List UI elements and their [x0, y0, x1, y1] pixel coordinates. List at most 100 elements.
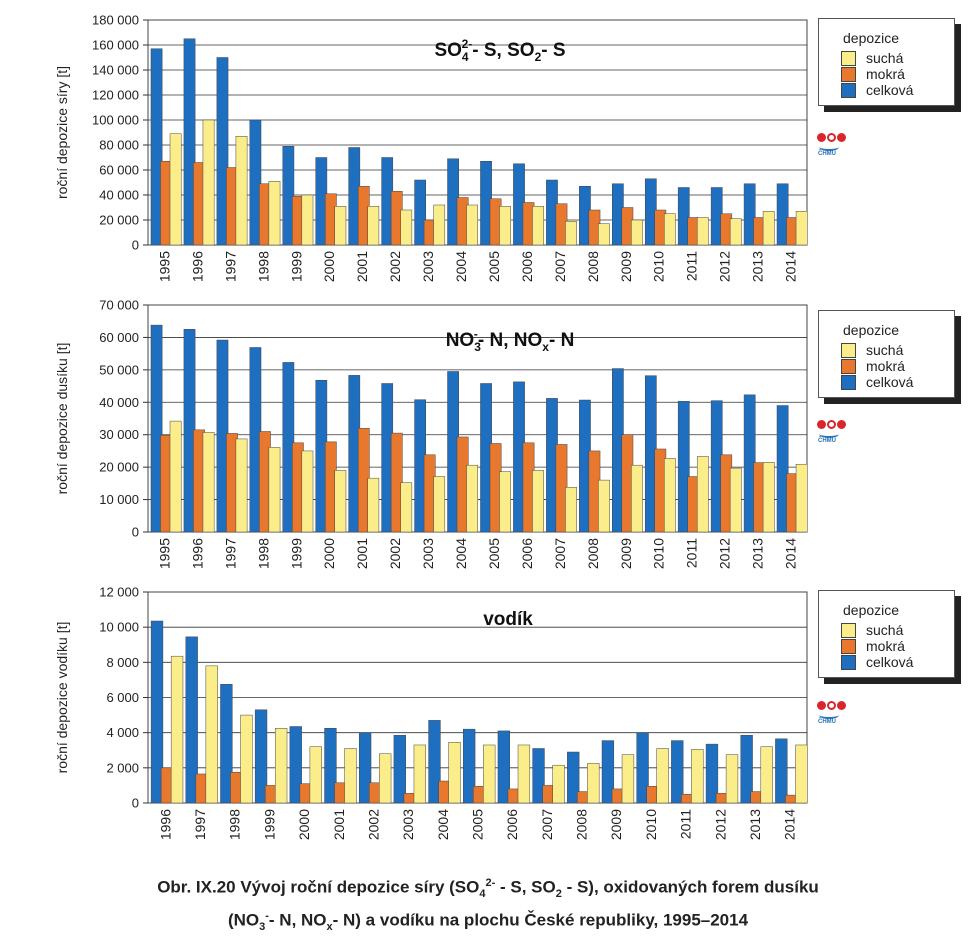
bar-celkova: [497, 730, 511, 804]
legend-item-celkova: celková: [841, 82, 913, 98]
x-tick-label: 1998: [227, 809, 243, 840]
chart-panel-nitrogen: 0 10 000 20 000 30 000 40 000 50 000 60 000 70 …: [0, 290, 976, 580]
bar-sucha: [621, 754, 635, 804]
bar-sucha: [235, 438, 248, 533]
bar-sucha: [169, 420, 182, 533]
y-tick-label: 40 000: [99, 395, 139, 410]
legend-sulfur: depozice suchá mokrá celková: [818, 18, 955, 106]
bar-sucha: [301, 450, 314, 533]
bar-sucha: [762, 462, 775, 533]
bar-sucha: [729, 467, 742, 533]
y-tick-label: 4 000: [106, 725, 139, 740]
bar-sucha: [344, 748, 357, 804]
x-tick-label: 2006: [504, 809, 520, 840]
chart-title: NO3-- N, NOx- N: [446, 327, 575, 354]
bar-celkova: [636, 732, 649, 804]
bar-sucha: [762, 211, 775, 246]
bar-sucha: [205, 665, 218, 804]
x-tick-label: 2012: [717, 251, 733, 282]
bar-sucha: [795, 211, 808, 246]
y-tick-label: 20 000: [99, 213, 139, 228]
legend-swatch-celkova: [841, 82, 856, 98]
legend-title: depozice: [843, 322, 900, 338]
bar-sucha: [565, 221, 577, 246]
legend-hydrogen: depozice suchá mokrá celková: [818, 590, 955, 678]
bar-celkova: [601, 740, 615, 804]
logo-text: ČHMÚ: [818, 719, 836, 725]
bar-sucha: [691, 749, 704, 804]
legend-item-mokra: mokrá: [841, 66, 905, 82]
x-tick-label: 2010: [651, 538, 667, 569]
bar-celkova: [185, 636, 198, 804]
bar-celkova: [220, 684, 233, 804]
bar-celkova: [567, 751, 580, 804]
legend-item-mokra: mokrá: [841, 638, 905, 654]
x-tick-label: 1997: [222, 251, 238, 282]
bar-sucha: [565, 486, 577, 533]
bar-sucha: [499, 206, 511, 246]
legend-label-sucha: suchá: [866, 622, 904, 638]
legend-swatch-mokra: [841, 358, 856, 374]
y-tick-label: 10 000: [99, 492, 139, 507]
y-tick-label: 60 000: [99, 163, 139, 178]
x-tick-label: 2002: [387, 251, 403, 282]
bar-sucha: [334, 470, 347, 533]
bar-sucha: [367, 206, 380, 246]
legend-swatch-sucha: [841, 342, 856, 358]
bar-celkova: [249, 119, 262, 246]
bar-sucha: [448, 742, 461, 804]
y-tick-label: 8 000: [106, 655, 139, 670]
bar-sucha: [760, 746, 773, 804]
bar-sucha: [466, 204, 479, 246]
x-tick-label: 2005: [470, 809, 486, 840]
x-tick-label: 2014: [782, 809, 798, 840]
x-tick-label: 2002: [387, 538, 403, 569]
bar-celkova: [254, 709, 268, 804]
legend-title: depozice: [843, 30, 900, 46]
x-tick-label: 2004: [435, 809, 451, 840]
bar-sucha: [664, 213, 676, 246]
x-tick-label: 1995: [156, 251, 172, 282]
bar-sucha: [598, 479, 610, 533]
x-tick-label: 2007: [539, 809, 555, 840]
x-tick-label: 2004: [453, 538, 469, 569]
logo-text: ČHMÚ: [818, 151, 836, 157]
x-tick-label: 1995: [156, 538, 172, 569]
bar-sucha: [532, 470, 544, 533]
y-tick-label: 50 000: [99, 362, 139, 377]
chart-nitrogen: 0 10 000 20 000 30 000 40 000 50 000 60 000 70 …: [54, 298, 808, 569]
bar-sucha: [795, 463, 808, 533]
logo-text: ČHMÚ: [818, 438, 836, 444]
x-tick-label: 2004: [453, 251, 469, 282]
bar-sucha: [400, 482, 413, 533]
x-tick-label: 2012: [717, 538, 733, 569]
legend-label-celkova: celková: [866, 374, 914, 390]
bar-sucha: [631, 219, 643, 246]
legend-item-sucha: suchá: [841, 50, 903, 66]
bar-sucha: [433, 204, 446, 246]
bar-celkova: [393, 735, 406, 804]
legend-swatch-celkova: [841, 374, 856, 390]
x-tick-label: 2001: [354, 538, 370, 569]
chmu-logo-icon: ČHMÚ: [817, 701, 847, 731]
x-tick-label: 2000: [321, 538, 337, 569]
y-tick-label: 70 000: [99, 298, 139, 313]
bar-sucha: [202, 119, 215, 246]
x-tick-label: 2000: [296, 809, 312, 840]
x-tick-label: 2011: [684, 538, 700, 568]
y-tick-label: 140 000: [92, 63, 139, 78]
bar-sucha: [729, 218, 742, 246]
x-tick-label: 2009: [608, 809, 624, 840]
bar-celkova: [324, 728, 337, 804]
bar-celkova: [775, 738, 788, 804]
x-tick-label: 1999: [261, 809, 277, 840]
bar-celkova: [743, 183, 756, 246]
x-tick-label: 2000: [321, 251, 337, 282]
x-tick-label: 2013: [750, 251, 766, 282]
bar-sucha: [202, 432, 215, 533]
chmu-logo-icon: ČHMÚ: [817, 420, 847, 450]
caption-line-2: (NO3-- N, NOx- N) a vodíku na plochu Čes…: [227, 910, 749, 934]
bar-celkova: [183, 38, 196, 246]
x-tick-label: 2011: [678, 809, 694, 839]
bar-sucha: [274, 728, 288, 804]
